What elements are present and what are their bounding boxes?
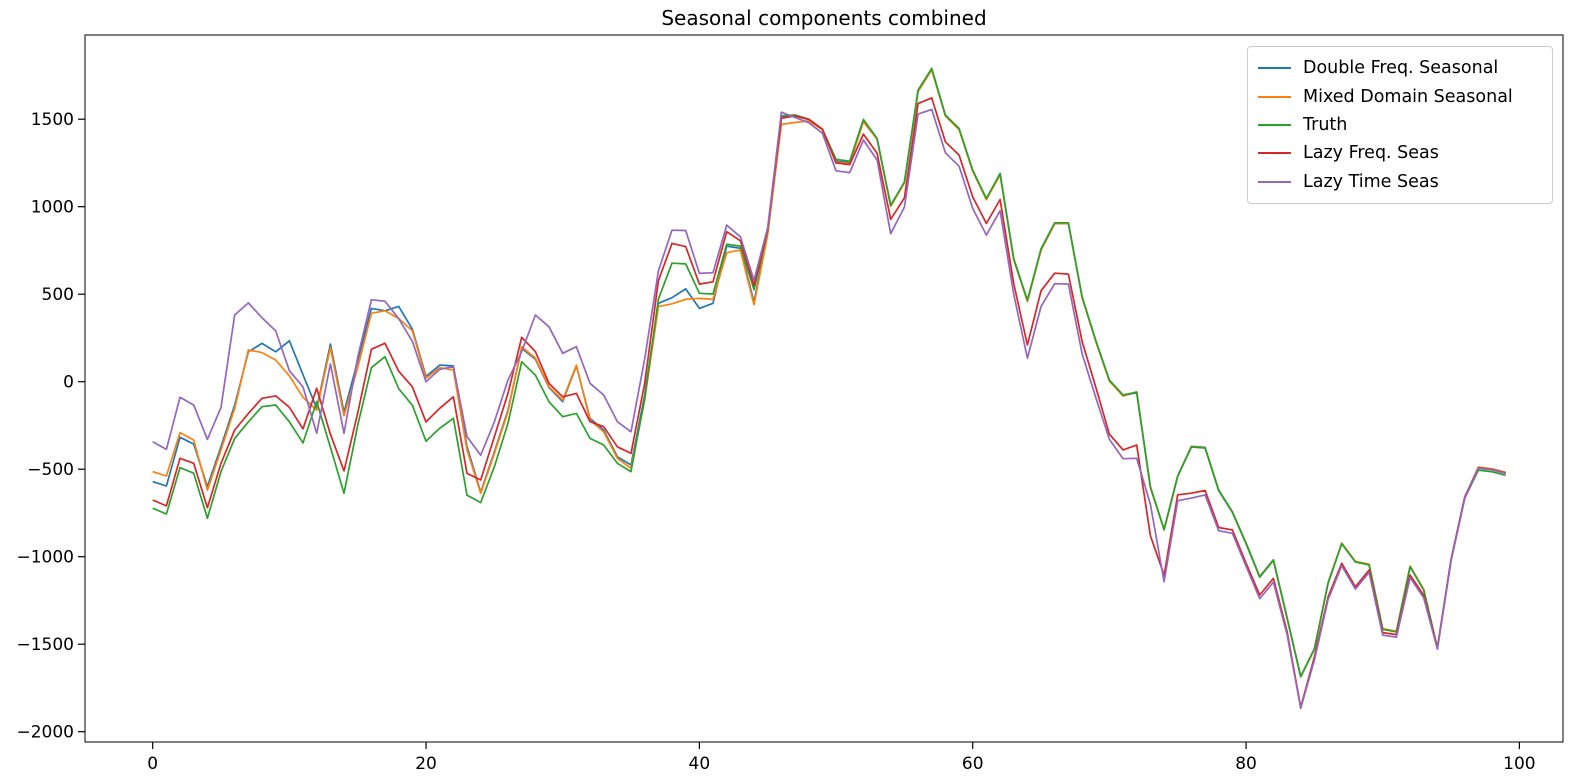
x-tick-label: 0	[147, 754, 158, 774]
y-tick-label: 0	[63, 373, 74, 393]
x-tick-label: 60	[962, 754, 984, 774]
legend-item: Double Freq. Seasonal	[1258, 54, 1542, 82]
y-tick-label: −2000	[16, 723, 74, 743]
legend-line-sample-purple	[1258, 180, 1291, 183]
y-tick-label: −500	[27, 460, 74, 480]
y-tick-label: 500	[42, 285, 74, 305]
y-tick-label: 1000	[31, 198, 74, 218]
legend-label: Truth	[1303, 114, 1348, 135]
legend-label: Double Freq. Seasonal	[1303, 58, 1499, 79]
legend-item: Lazy Freq. Seas	[1258, 139, 1542, 167]
legend-line-sample-green	[1258, 123, 1291, 126]
legend-item: Lazy Time Seas	[1258, 168, 1542, 196]
plot-frame	[84, 34, 1564, 743]
y-tick-label: 1500	[31, 110, 74, 130]
legend-line-sample-blue	[1258, 67, 1291, 70]
legend-label: Mixed Domain Seasonal	[1303, 86, 1513, 107]
legend-item: Mixed Domain Seasonal	[1258, 82, 1542, 110]
x-tick-label: 80	[1235, 754, 1257, 774]
y-tick-label: −1000	[16, 548, 74, 568]
legend-line-sample-orange	[1258, 95, 1291, 98]
x-tick-label: 100	[1503, 754, 1535, 774]
legend-item: Truth	[1258, 111, 1542, 139]
y-tick-label: −1500	[16, 635, 74, 655]
legend-label: Lazy Freq. Seas	[1303, 143, 1439, 164]
legend: Double Freq. Seasonal Mixed Domain Seaso…	[1247, 46, 1553, 204]
x-tick-label: 20	[415, 754, 437, 774]
legend-label: Lazy Time Seas	[1303, 171, 1439, 192]
legend-line-sample-red	[1258, 152, 1291, 155]
chart-title: Seasonal components combined	[661, 6, 987, 30]
series-line-lazy-time-seas	[152, 108, 1506, 710]
x-tick-label: 40	[689, 754, 711, 774]
